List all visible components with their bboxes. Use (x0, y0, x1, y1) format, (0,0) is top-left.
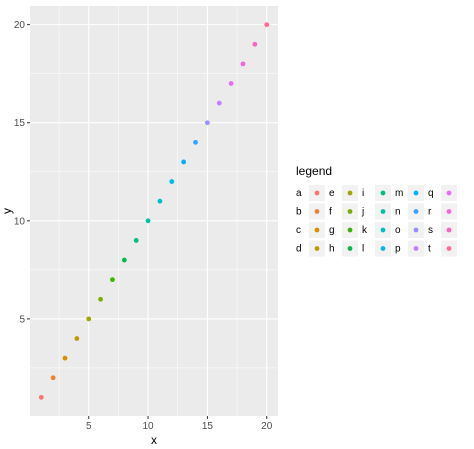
legend-swatch-g (347, 227, 353, 233)
data-point-r (240, 61, 246, 67)
data-point-f (98, 296, 104, 302)
legend-label-d: d (296, 244, 302, 255)
y-tick-label: 15 (14, 118, 26, 129)
legend-label-p: p (395, 244, 401, 255)
x-tick-label: 10 (143, 421, 155, 432)
data-point-s (252, 41, 258, 47)
data-points (38, 22, 270, 400)
x-tick-label: 15 (202, 421, 214, 432)
x-axis-ticks: 5 10 15 20 (86, 416, 273, 432)
legend-label-n: n (395, 207, 401, 218)
legend-swatch-p (413, 246, 419, 251)
legend-swatch-a (314, 190, 320, 196)
legend-swatch-f (347, 209, 353, 214)
plot-panel (30, 6, 278, 416)
major-gridlines (30, 6, 278, 416)
data-point-t (264, 22, 270, 28)
data-point-j (145, 218, 151, 224)
y-tick-label: 20 (14, 20, 26, 31)
minor-gridlines (30, 6, 278, 416)
data-point-e (86, 316, 92, 322)
legend-label-i: i (362, 188, 364, 199)
x-tick-label: 20 (261, 421, 273, 432)
legend-swatch-r (446, 209, 452, 214)
legend-label-h: h (329, 244, 335, 255)
data-point-h (121, 257, 127, 263)
legend-label-k: k (362, 225, 368, 236)
data-point-o (204, 120, 210, 126)
legend-label-g: g (329, 225, 335, 236)
legend-label-j: j (361, 207, 364, 218)
legend-swatch-q (446, 190, 452, 196)
data-point-m (181, 159, 187, 165)
legend-title: legend (296, 164, 332, 178)
legend-swatch-j (380, 209, 386, 214)
legend-swatch-c (314, 227, 320, 233)
legend-label-a: a (296, 188, 302, 199)
y-tick-label: 5 (19, 314, 25, 325)
legend-label-s: s (428, 225, 433, 236)
data-point-n (193, 139, 198, 145)
data-point-p (216, 100, 222, 106)
data-point-c (62, 355, 68, 361)
legend-swatch-d (314, 246, 320, 251)
legend-label-m: m (395, 188, 403, 199)
legend-label-r: r (428, 207, 432, 218)
y-axis-title: y (0, 208, 14, 214)
legend-swatch-l (380, 246, 386, 251)
legend-swatch-o (413, 227, 419, 233)
legend-swatch-n (413, 209, 419, 214)
legend-label-o: o (395, 225, 401, 236)
legend-label-f: f (329, 207, 332, 218)
legend-swatch-i (380, 190, 386, 196)
data-point-l (169, 179, 175, 184)
legend-label-t: t (428, 244, 431, 255)
y-tick-label: 10 (14, 216, 26, 227)
data-point-g (110, 277, 115, 283)
legend-label-b: b (296, 207, 302, 218)
data-point-d (74, 336, 80, 341)
y-axis-ticks: 5 10 15 20 (14, 20, 30, 325)
legend-label-l: l (362, 244, 364, 255)
legend-swatch-e (347, 190, 353, 196)
legend-swatch-t (446, 246, 452, 251)
data-point-b (50, 375, 56, 381)
legend-swatch-k (380, 227, 386, 233)
data-point-q (228, 81, 234, 86)
legend-swatch-b (314, 209, 320, 214)
legend-swatch-h (347, 246, 353, 251)
legend-label-c: c (296, 225, 301, 236)
legend-label-q: q (428, 188, 434, 199)
data-point-a (38, 394, 44, 400)
legend-swatch-s (446, 227, 452, 233)
x-axis-title: x (151, 433, 157, 447)
data-point-i (133, 238, 139, 243)
legend-label-e: e (329, 188, 335, 199)
legend-swatch-m (413, 190, 419, 196)
data-point-k (157, 198, 163, 204)
x-tick-label: 5 (86, 421, 92, 432)
